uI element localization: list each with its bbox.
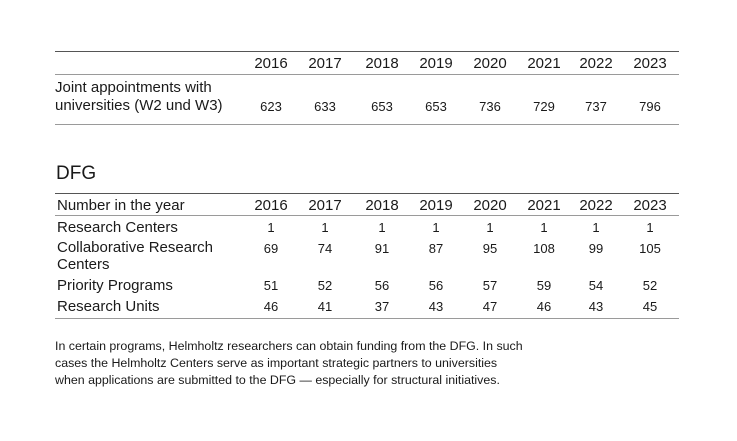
- table-cell: 1: [540, 220, 548, 235]
- table-cell: 653: [425, 99, 447, 114]
- table-cell: 46: [263, 299, 279, 314]
- table-cell: 41: [317, 299, 333, 314]
- table-cell: 74: [317, 241, 333, 256]
- footnote-paragraph: In certain programs, Helmholtz researche…: [55, 338, 595, 389]
- table1-bottom-rule: [55, 124, 679, 125]
- row-label: Research Units: [57, 298, 160, 315]
- table-cell: 653: [371, 99, 393, 114]
- table2-header-rule: [55, 215, 679, 216]
- table-cell: 95: [482, 241, 498, 256]
- table-cell: 45: [642, 299, 658, 314]
- year-header: 2019: [419, 197, 453, 214]
- year-header: 2020: [473, 197, 507, 214]
- year-header: 2023: [633, 197, 667, 214]
- year-header: 2018: [365, 197, 399, 214]
- table-cell: 1: [267, 220, 275, 235]
- table-cell: 52: [642, 278, 658, 293]
- table-cell: 59: [536, 278, 552, 293]
- table-cell: 87: [428, 241, 444, 256]
- table-cell: 1: [486, 220, 494, 235]
- dfg-section-title: DFG: [56, 163, 97, 184]
- year-header: 2022: [579, 55, 613, 72]
- table-cell: 108: [533, 241, 555, 256]
- year-header: 2020: [473, 55, 507, 72]
- year-header: 2021: [527, 197, 561, 214]
- table-cell: 51: [263, 278, 279, 293]
- table-cell: 54: [588, 278, 604, 293]
- table-cell: 52: [317, 278, 333, 293]
- table-cell: 1: [592, 220, 600, 235]
- column-header-label: Number in the year: [57, 197, 185, 214]
- table-cell: 56: [374, 278, 390, 293]
- table-cell: 1: [321, 220, 329, 235]
- table-cell: 46: [536, 299, 552, 314]
- table-cell: 47: [482, 299, 498, 314]
- table-cell: 1: [378, 220, 386, 235]
- table-cell: 37: [374, 299, 390, 314]
- table-cell: 56: [428, 278, 444, 293]
- footnote-line: cases the Helmholtz Centers serve as imp…: [55, 356, 498, 370]
- table-cell: 737: [585, 99, 607, 114]
- table2-bottom-rule: [55, 318, 679, 319]
- year-header: 2019: [419, 55, 453, 72]
- footnote-line: In certain programs, Helmholtz researche…: [55, 339, 523, 353]
- year-header: 2017: [308, 55, 342, 72]
- year-header: 2018: [365, 55, 399, 72]
- table-cell: 105: [639, 241, 661, 256]
- row-label: Joint appointments with: [55, 79, 212, 96]
- row-label: Collaborative Research: [57, 239, 213, 256]
- row-label: Centers: [57, 256, 110, 273]
- table-cell: 99: [588, 241, 604, 256]
- table-cell: 729: [533, 99, 555, 114]
- year-header: 2022: [579, 197, 613, 214]
- table-cell: 43: [428, 299, 444, 314]
- year-header: 2023: [633, 55, 667, 72]
- table-cell: 91: [374, 241, 390, 256]
- table-cell: 633: [314, 99, 336, 114]
- table-cell: 57: [482, 278, 498, 293]
- table1-header-rule: [55, 74, 679, 75]
- year-header: 2016: [254, 197, 288, 214]
- year-header: 2016: [254, 55, 288, 72]
- table-cell: 736: [479, 99, 501, 114]
- table2-top-rule: [55, 193, 679, 194]
- table-cell: 796: [639, 99, 661, 114]
- table-cell: 1: [432, 220, 440, 235]
- row-label: Priority Programs: [57, 277, 173, 294]
- table-cell: 69: [263, 241, 279, 256]
- year-header: 2021: [527, 55, 561, 72]
- table-cell: 43: [588, 299, 604, 314]
- row-label: universities (W2 und W3): [55, 97, 223, 114]
- table-cell: 1: [646, 220, 654, 235]
- table-cell: 623: [260, 99, 282, 114]
- footnote-line: when applications are submitted to the D…: [55, 373, 500, 387]
- table1-top-rule: [55, 51, 679, 52]
- row-label: Research Centers: [57, 219, 178, 236]
- year-header: 2017: [308, 197, 342, 214]
